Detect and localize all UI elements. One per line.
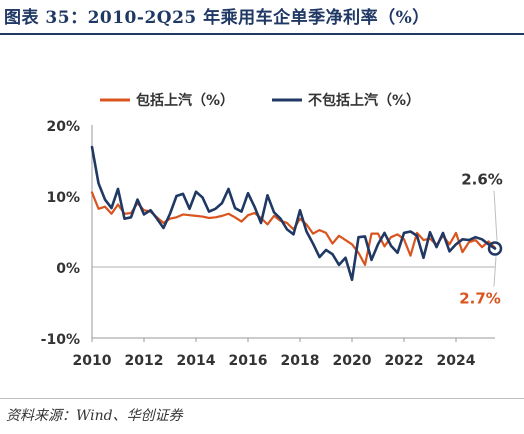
x-tick-label: 2022 <box>385 353 424 369</box>
x-tick-label: 2016 <box>229 353 268 369</box>
x-tick-label: 2024 <box>437 353 476 369</box>
annotations: 2.6% 2.7% <box>459 171 503 308</box>
y-tick-label: 0% <box>56 261 80 277</box>
series-line-excl-saic <box>90 145 497 282</box>
end-label-leader-incl <box>493 256 497 287</box>
legend-label-excl-saic: 不包括上汽（%） <box>308 92 420 109</box>
source-note: 资料来源：Wind、华创证券 <box>6 408 183 424</box>
legend-label-incl-saic: 包括上汽（%） <box>136 92 234 109</box>
x-tick-label: 2018 <box>281 353 320 369</box>
y-tick-label: 20% <box>46 119 80 135</box>
series-lines <box>90 145 497 282</box>
axes-group <box>91 125 495 342</box>
title-underline <box>0 33 524 35</box>
x-tick-label: 2012 <box>125 353 164 369</box>
chart-title: 图表 35：2010-2Q25 年乘用车企单季净利率（%） <box>4 8 430 28</box>
endpoint-marker <box>487 241 503 256</box>
legend: 包括上汽（%） 不包括上汽（%） <box>100 92 420 109</box>
series-line-incl-saic <box>90 191 497 266</box>
x-tick-label: 2010 <box>73 353 112 369</box>
tick-labels: 20% 10% 0% -10% 2010 2012 2014 2016 2018 2020 2022… <box>41 119 476 369</box>
y-tick-label: 10% <box>46 190 80 206</box>
end-label-incl-saic: 2.7% <box>459 290 501 308</box>
chart: 20% 10% 0% -10% 2010 2012 2014 2016 2018 2020 2022… <box>41 92 503 369</box>
source-divider <box>0 398 524 399</box>
end-label-excl-saic: 2.6% <box>461 171 503 189</box>
x-tick-label: 2020 <box>333 353 372 369</box>
end-label-leader-excl <box>493 190 498 241</box>
y-tick-label: -10% <box>41 332 80 348</box>
x-tick-label: 2014 <box>177 353 216 369</box>
